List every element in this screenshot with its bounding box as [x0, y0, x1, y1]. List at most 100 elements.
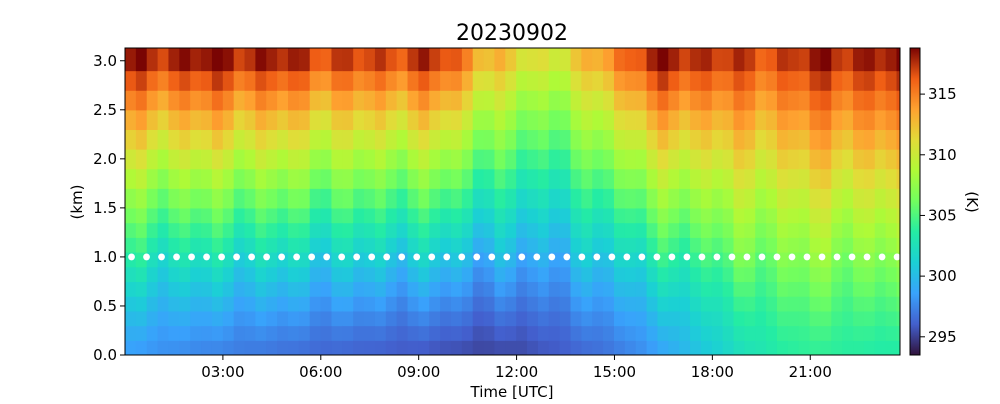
heatmap-cell	[613, 207, 626, 224]
heatmap-cell	[353, 207, 365, 224]
heatmap-cell	[559, 70, 572, 91]
heatmap-cell	[603, 129, 615, 150]
heatmap-cell	[896, 188, 900, 209]
heatmap-cell	[222, 266, 235, 283]
heatmap-cell	[233, 340, 246, 355]
heatmap-cell	[146, 149, 159, 170]
heatmap-cell	[613, 48, 626, 72]
heatmap-cell	[429, 340, 441, 355]
height-marker	[488, 253, 496, 261]
heatmap-cell	[135, 207, 148, 224]
heatmap-cell	[548, 90, 561, 111]
heatmap-cell	[407, 90, 419, 111]
heatmap-cell	[711, 90, 724, 111]
heatmap-cell	[581, 266, 593, 283]
heatmap-cell	[570, 281, 582, 297]
heatmap-cell	[668, 207, 680, 224]
heatmap-cell	[287, 207, 300, 224]
heatmap-cell	[342, 207, 354, 224]
heatmap-cell	[385, 340, 398, 355]
heatmap-cell	[831, 281, 843, 297]
heatmap-cell	[657, 222, 669, 238]
y-tick-label: 1.5	[93, 199, 117, 217]
heatmap-cell	[853, 237, 865, 253]
heatmap-cell	[179, 207, 191, 224]
heatmap-cell	[146, 237, 159, 253]
heatmap-cell	[842, 222, 854, 238]
heatmap-cell	[396, 222, 409, 238]
heatmap-cell	[472, 168, 485, 189]
heatmap-cell	[309, 325, 322, 341]
heatmap-cell	[603, 325, 615, 341]
heatmap-cell	[603, 207, 615, 224]
heatmap-cell	[548, 266, 561, 283]
heatmap-cell	[266, 296, 278, 312]
heatmap-cell	[418, 340, 430, 355]
heatmap-cell	[179, 281, 191, 297]
heatmap-cell	[527, 149, 539, 170]
heatmap-cell	[309, 70, 322, 91]
heatmap-cell	[711, 168, 724, 189]
heatmap-cell	[722, 188, 735, 209]
heatmap-cell	[157, 188, 170, 209]
heatmap-cell	[624, 310, 637, 327]
heatmap-cell	[168, 281, 180, 297]
heatmap-cell	[157, 222, 170, 238]
heatmap-cell	[744, 109, 756, 131]
heatmap-cell	[494, 70, 506, 91]
heatmap-cell	[679, 310, 691, 327]
heatmap-cell	[820, 252, 832, 268]
heatmap-cell	[320, 188, 333, 209]
heatmap-cell	[461, 70, 474, 91]
heatmap-cell	[885, 281, 898, 297]
heatmap-cell	[342, 325, 354, 341]
heatmap-cell	[429, 325, 441, 341]
height-marker	[878, 253, 886, 261]
heatmap-cell	[668, 48, 680, 72]
heatmap-cell	[255, 340, 267, 355]
heatmap-cell	[309, 48, 322, 72]
heatmap-cell	[255, 149, 267, 170]
heatmap-cell	[396, 207, 409, 224]
heatmap-cell	[755, 90, 767, 111]
heatmap-cell	[733, 149, 745, 170]
height-marker	[233, 253, 241, 261]
heatmap-cell	[613, 252, 626, 268]
heatmap-cell	[407, 252, 419, 268]
heatmap-cell	[755, 340, 767, 355]
heatmap-cell	[211, 237, 224, 253]
heatmap-cell	[548, 109, 561, 131]
heatmap-cell	[635, 90, 648, 111]
heatmap-cell	[146, 296, 159, 312]
heatmap-cell	[592, 207, 604, 224]
heatmap-cell	[135, 129, 148, 150]
heatmap-cell	[744, 310, 756, 327]
heatmap-cell	[603, 266, 615, 283]
heatmap-cell	[657, 149, 669, 170]
heatmap-cell	[211, 168, 224, 189]
heatmap-cell	[287, 310, 300, 327]
heatmap-cell	[494, 90, 506, 111]
height-marker	[743, 253, 751, 261]
heatmap-cell	[179, 296, 191, 312]
heatmap-cell	[211, 188, 224, 209]
heatmap-cell	[624, 70, 637, 91]
heatmap-cell	[277, 325, 289, 341]
heatmap-cell	[418, 310, 430, 327]
heatmap-cell	[364, 222, 376, 238]
heatmap-cell	[548, 168, 561, 189]
heatmap-cell	[798, 281, 811, 297]
heatmap-cell	[385, 281, 398, 297]
heatmap-cell	[233, 325, 246, 341]
height-marker	[803, 253, 811, 261]
heatmap-cell	[853, 90, 865, 111]
heatmap-cell	[853, 129, 865, 150]
heatmap-cell	[592, 310, 604, 327]
heatmap-cell	[798, 207, 811, 224]
heatmap-cell	[298, 70, 311, 91]
heatmap-cell	[298, 296, 311, 312]
heatmap-cell	[157, 266, 170, 283]
heatmap-cell	[287, 340, 300, 355]
heatmap-cell	[733, 188, 745, 209]
heatmap-cell	[657, 340, 669, 355]
